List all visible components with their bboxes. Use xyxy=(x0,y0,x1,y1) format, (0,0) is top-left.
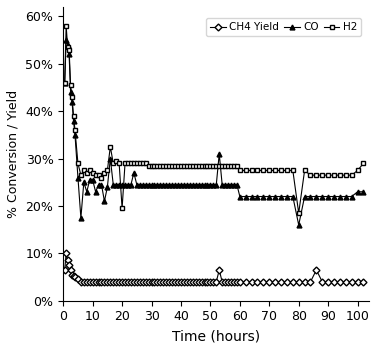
CO xyxy=(296,223,301,227)
Legend: CH4 Yield, CO, H2: CH4 Yield, CO, H2 xyxy=(206,18,361,36)
CO xyxy=(343,194,348,198)
H2 xyxy=(129,161,133,166)
H2 xyxy=(179,163,183,168)
CH4 Yield xyxy=(143,280,148,284)
CO xyxy=(132,171,136,175)
CH4 Yield xyxy=(132,280,136,284)
Line: H2: H2 xyxy=(62,23,366,216)
CH4 Yield xyxy=(79,280,83,284)
CO xyxy=(129,183,133,187)
CH4 Yield xyxy=(182,280,186,284)
CO xyxy=(64,38,69,42)
CH4 Yield xyxy=(99,280,104,284)
H2 xyxy=(132,161,136,166)
CO xyxy=(63,80,67,85)
H2 xyxy=(96,173,101,177)
Y-axis label: % Conversion / Yield: % Conversion / Yield xyxy=(7,90,20,218)
H2 xyxy=(64,24,69,28)
CH4 Yield xyxy=(343,280,348,284)
CO xyxy=(179,183,183,187)
H2 xyxy=(361,161,366,166)
CH4 Yield xyxy=(64,251,69,256)
CO xyxy=(96,183,101,187)
Line: CO: CO xyxy=(62,38,366,228)
CO xyxy=(361,190,366,194)
H2 xyxy=(141,161,145,166)
CH4 Yield xyxy=(135,280,139,284)
X-axis label: Time (hours): Time (hours) xyxy=(172,329,261,343)
H2 xyxy=(343,173,348,177)
CH4 Yield xyxy=(63,268,67,272)
Line: CH4 Yield: CH4 Yield xyxy=(62,251,366,284)
CO xyxy=(141,183,145,187)
H2 xyxy=(63,80,67,85)
H2 xyxy=(296,211,301,215)
CH4 Yield xyxy=(361,280,366,284)
